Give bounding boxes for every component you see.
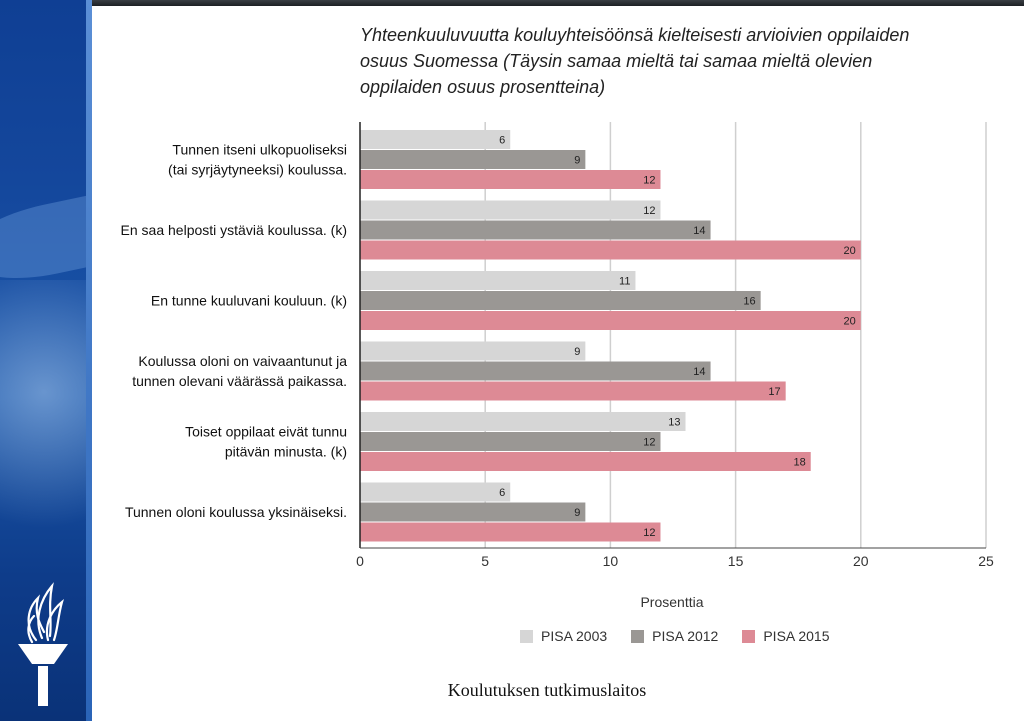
category-label: Tunnen itseni ulkopuoliseksi <box>172 142 347 158</box>
bar-pisa-2012-cat-4 <box>360 361 711 381</box>
x-tick-label: 25 <box>978 553 994 569</box>
data-label: 17 <box>768 386 780 398</box>
data-label: 12 <box>643 175 655 187</box>
bar-pisa-2015-cat-4 <box>360 381 786 401</box>
x-axis-title: Prosenttia <box>640 594 703 610</box>
data-label: 11 <box>619 276 630 288</box>
category-label: tunnen olevani väärässä paikassa. <box>132 373 347 389</box>
legend-label: PISA 2012 <box>652 628 719 644</box>
bar-pisa-2012-cat-3 <box>360 291 761 310</box>
bar-pisa-2003-cat-4 <box>360 341 586 361</box>
category-label: En saa helposti ystäviä koulussa. (k) <box>121 222 347 238</box>
data-label: 13 <box>668 417 680 429</box>
category-label: Toiset oppilaat eivät tunnu <box>185 424 347 440</box>
bar-pisa-2015-cat-5 <box>360 452 811 471</box>
x-tick-label: 10 <box>603 553 619 569</box>
footer-organization: Koulutuksen tutkimuslaitos <box>447 680 647 700</box>
data-label: 14 <box>693 225 705 237</box>
bar-pisa-2003-cat-6 <box>360 482 511 502</box>
data-label: 14 <box>693 366 705 378</box>
slide-title: Yhteenkuuluvuutta kouluyhteisöönsä kielt… <box>360 25 910 97</box>
category-label: (tai syrjäytyneeksi) koulussa. <box>168 162 347 178</box>
bar-pisa-2015-cat-2 <box>360 240 861 260</box>
data-label: 12 <box>643 205 655 217</box>
chart-legend: PISA 2003 PISA 2012 PISA 2015 <box>520 628 830 644</box>
legend-swatch <box>742 629 756 643</box>
top-bar <box>0 0 1024 6</box>
bar-pisa-2012-cat-5 <box>360 432 661 451</box>
data-label: 9 <box>574 346 580 358</box>
bar-pisa-2003-cat-5 <box>360 412 686 431</box>
legend-label: PISA 2003 <box>541 628 608 644</box>
data-label: 20 <box>844 245 856 257</box>
bar-pisa-2015-cat-6 <box>360 522 661 542</box>
data-label: 6 <box>499 135 505 147</box>
x-tick-label: 0 <box>356 553 364 569</box>
category-label: Tunnen oloni koulussa yksinäiseksi. <box>125 504 347 520</box>
data-label: 12 <box>643 527 655 539</box>
data-label: 12 <box>643 437 655 449</box>
category-label: Koulussa oloni on vaivaantunut ja <box>138 353 347 369</box>
legend-label: PISA 2015 <box>763 628 830 644</box>
category-label: pitävän minusta. (k) <box>225 444 347 460</box>
bar-pisa-2003-cat-2 <box>360 200 661 220</box>
torch-logo-icon <box>18 582 68 706</box>
data-label: 9 <box>574 155 580 167</box>
bar-pisa-2015-cat-3 <box>360 311 861 330</box>
bar-pisa-2012-cat-2 <box>360 220 711 240</box>
x-tick-label: 20 <box>853 553 869 569</box>
side-banner <box>0 0 92 721</box>
category-label: En tunne kuuluvani kouluun. (k) <box>151 293 347 309</box>
bar-pisa-2003-cat-3 <box>360 271 636 290</box>
legend-swatch <box>520 629 533 643</box>
legend-item: PISA 2003 <box>520 628 607 644</box>
bar-pisa-2003-cat-1 <box>360 130 511 149</box>
data-label: 6 <box>499 487 505 499</box>
x-tick-label: 5 <box>481 553 489 569</box>
legend-item: PISA 2015 <box>742 628 830 644</box>
banner-edge-strip <box>86 0 92 721</box>
x-tick-label: 15 <box>728 553 744 569</box>
banner-ice-shape <box>0 280 92 560</box>
legend-item: PISA 2012 <box>631 628 718 644</box>
data-label: 20 <box>844 316 856 328</box>
data-label: 9 <box>574 507 580 519</box>
legend-swatch <box>631 629 645 643</box>
data-label: 18 <box>793 457 805 469</box>
bar-pisa-2015-cat-1 <box>360 170 661 189</box>
bar-pisa-2012-cat-1 <box>360 150 586 169</box>
bar-pisa-2012-cat-6 <box>360 502 586 522</box>
data-label: 16 <box>743 296 755 308</box>
